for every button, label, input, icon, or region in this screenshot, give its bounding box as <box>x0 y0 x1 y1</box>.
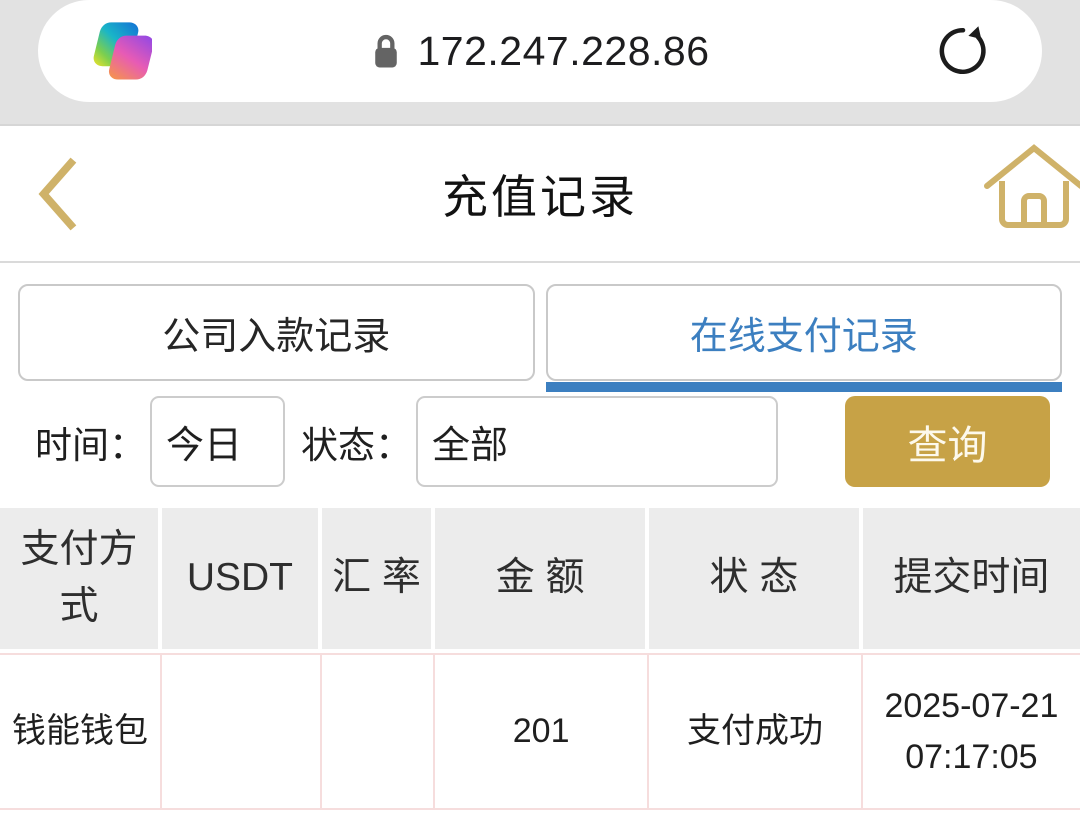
status-select[interactable]: 全部 <box>416 396 778 487</box>
cell-status: 支付成功 <box>649 655 863 808</box>
time-select-value: 今日 <box>166 425 243 467</box>
page-title: 充值记录 <box>442 170 638 223</box>
filter-bar: 时间： 今日 状态： 全部 查询 <box>0 396 1080 487</box>
table-row: 钱能钱包 201 支付成功 2025-07-21 07:17:05 <box>0 653 1080 810</box>
tab-company-deposit-label: 公司入款记录 <box>162 316 391 358</box>
header-usdt: USDT <box>162 508 322 649</box>
cell-submit-time: 2025-07-21 07:17:05 <box>863 655 1080 808</box>
cell-amount: 201 <box>435 655 650 808</box>
records-table: 支付方式 USDT 汇 率 金 额 状 态 提交时间 钱能钱包 201 支付成功… <box>0 508 1080 810</box>
home-icon[interactable] <box>982 140 1080 234</box>
status-select-value: 全部 <box>432 425 509 467</box>
header-payment-method: 支付方式 <box>0 508 162 649</box>
tab-online-payment-label: 在线支付记录 <box>689 316 918 358</box>
header-status: 状 态 <box>649 508 863 649</box>
time-select[interactable]: 今日 <box>150 396 285 487</box>
query-button[interactable]: 查询 <box>845 396 1050 487</box>
header-amount: 金 额 <box>435 508 650 649</box>
address-bar[interactable]: 172.247.228.86 <box>38 0 1042 102</box>
cell-submit-date: 2025-07-21 <box>884 686 1059 725</box>
refresh-icon[interactable] <box>936 24 990 78</box>
time-label: 时间： <box>35 424 146 466</box>
copilot-logo-icon[interactable] <box>88 19 152 83</box>
back-button[interactable] <box>34 155 80 233</box>
table-header-row: 支付方式 USDT 汇 率 金 额 状 态 提交时间 <box>0 508 1080 649</box>
url-text: 172.247.228.86 <box>417 27 710 74</box>
page-header: 充值记录 <box>0 126 1080 263</box>
cell-usdt <box>162 655 322 808</box>
header-submit-time: 提交时间 <box>862 508 1080 649</box>
tab-company-deposit[interactable]: 公司入款记录 <box>18 284 535 381</box>
browser-chrome: 172.247.228.86 <box>0 0 1080 126</box>
cell-submit-clock: 07:17:05 <box>905 737 1038 776</box>
header-rate: 汇 率 <box>321 508 436 649</box>
cell-rate <box>322 655 436 808</box>
cell-payment-method: 钱能钱包 <box>0 655 162 808</box>
record-tabs: 公司入款记录 在线支付记录 <box>0 263 1080 392</box>
active-tab-indicator <box>545 382 1062 392</box>
lock-icon[interactable] <box>371 32 402 70</box>
status-label: 状态： <box>301 424 412 466</box>
tab-online-payment[interactable]: 在线支付记录 <box>545 284 1062 392</box>
